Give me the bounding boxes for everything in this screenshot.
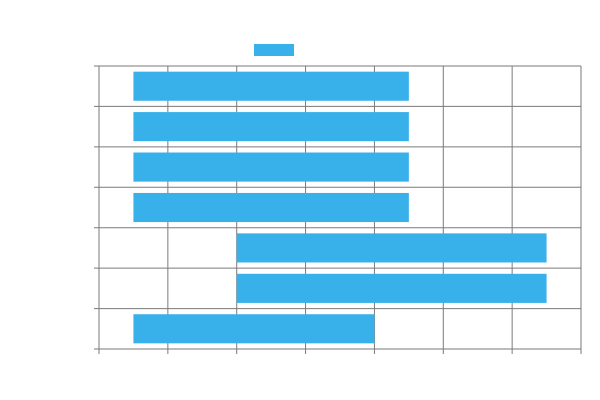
bar <box>133 71 409 101</box>
bar <box>133 192 409 223</box>
bar <box>133 314 375 344</box>
bars <box>133 71 547 344</box>
legend-swatch <box>254 44 294 56</box>
bar <box>236 233 547 263</box>
bar <box>133 152 409 182</box>
bar <box>133 112 409 142</box>
gridlines <box>94 65 582 354</box>
bar <box>236 273 547 303</box>
legend <box>254 44 294 56</box>
